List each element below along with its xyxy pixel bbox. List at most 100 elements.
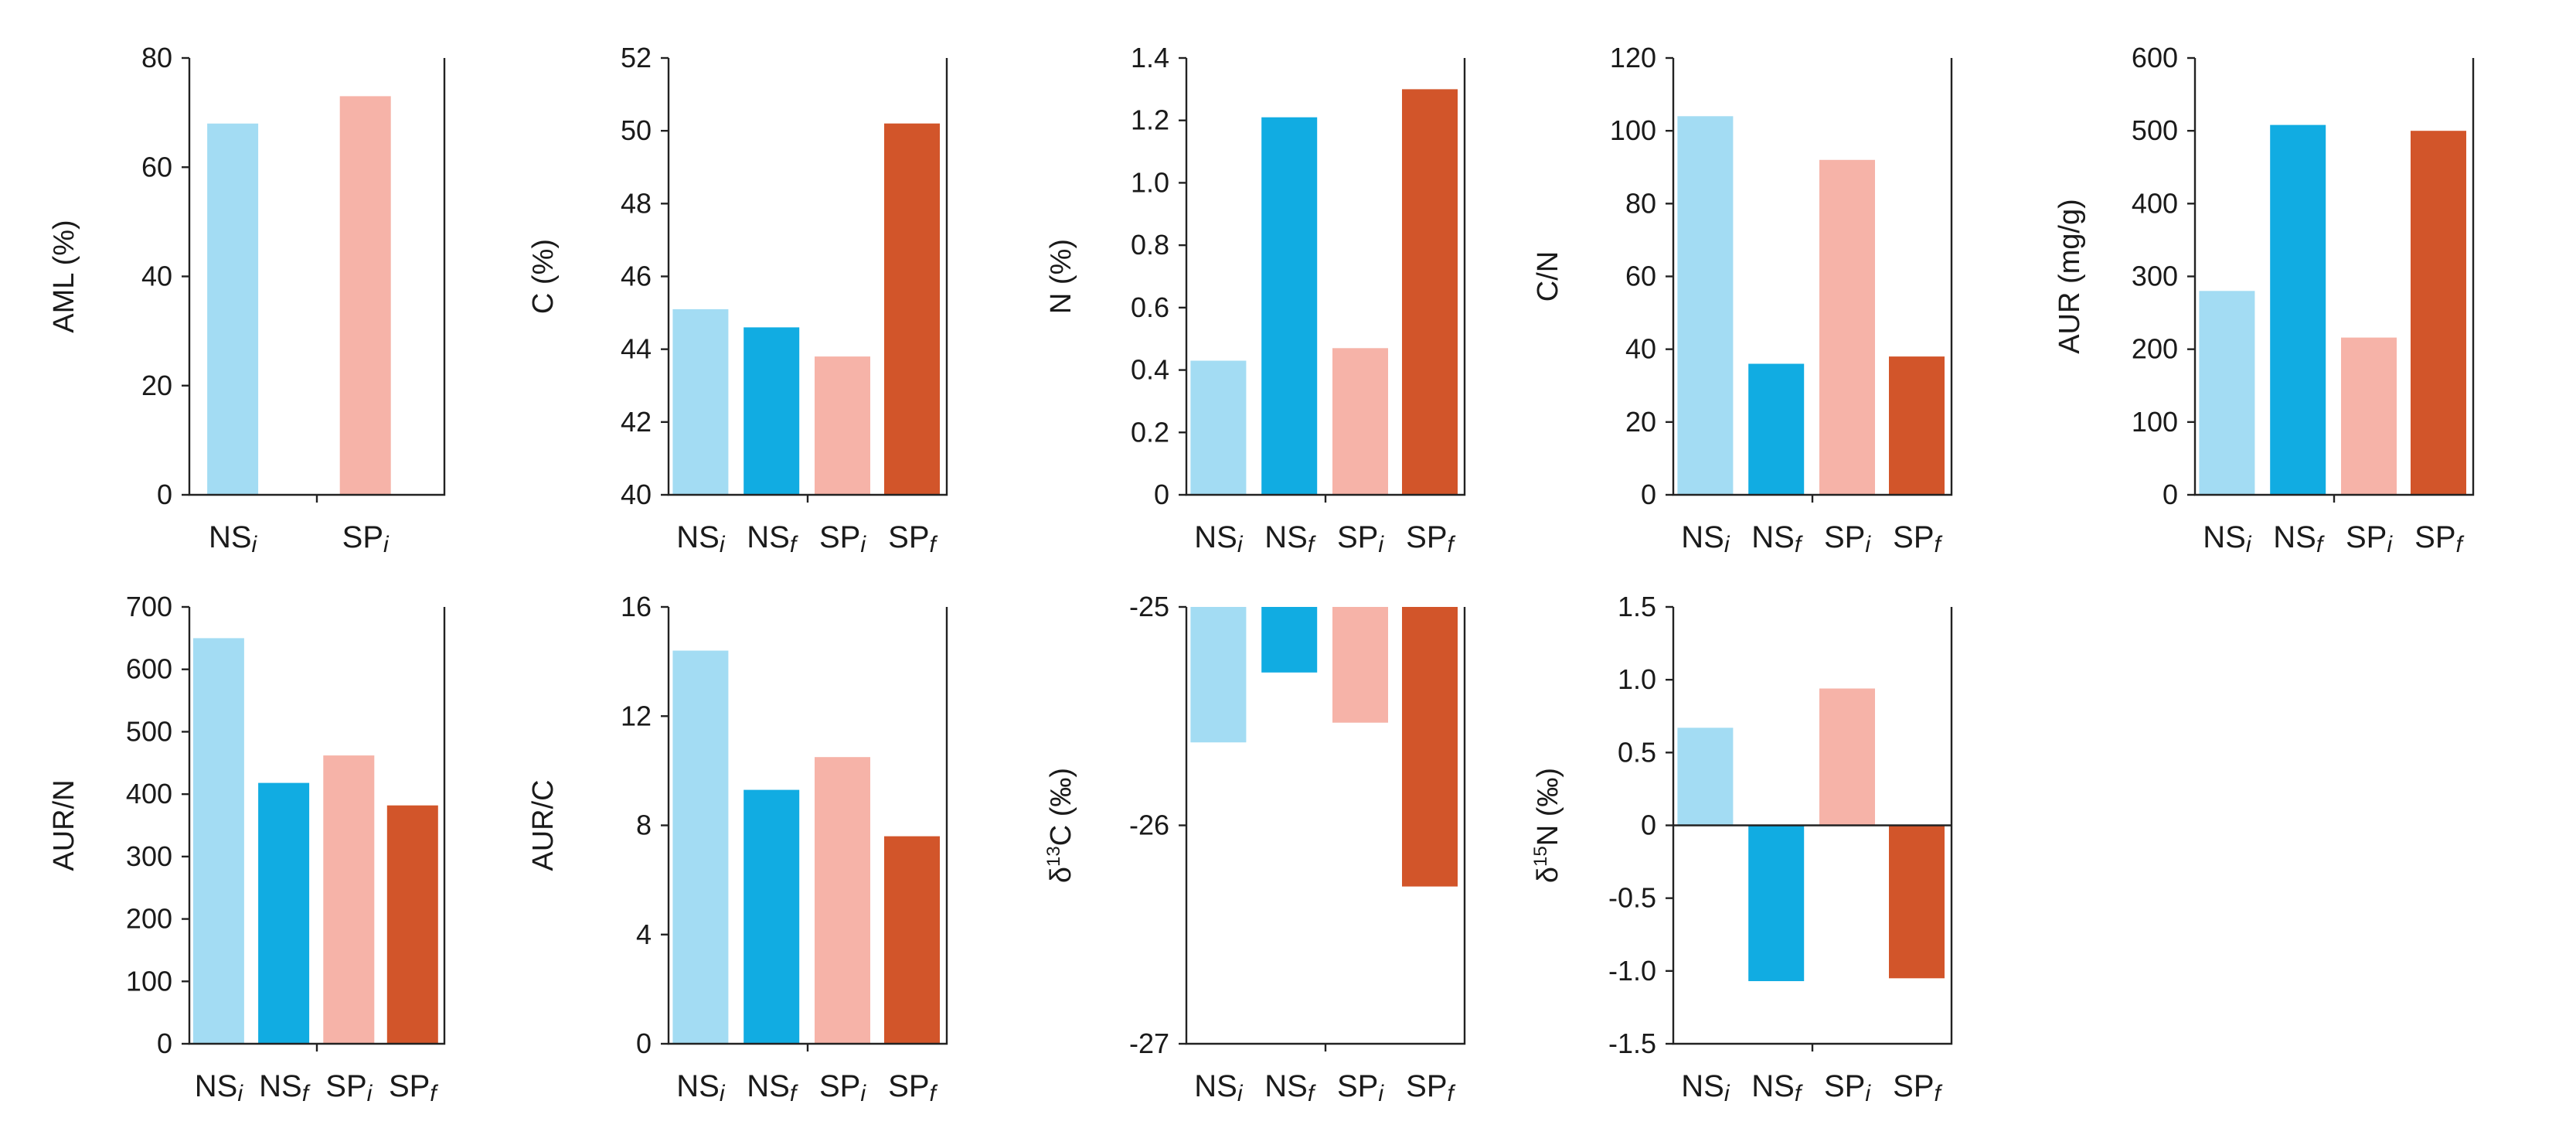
bar-c-NSi: [672, 308, 729, 495]
y-tick-label-cn: 120: [1610, 42, 1656, 73]
bar-n-NSi: [1190, 360, 1247, 495]
chart-panel-aur: NSi NSf SPi SPf 0 100 200 300 400 500 600 AUR (mg/g…: [2054, 42, 2475, 557]
category-label-cn-SPi: SPi: [1824, 520, 1871, 557]
category-label-aurc-NSf: NSf: [747, 1069, 798, 1106]
category-label-aur-NSi: NSi: [2203, 520, 2252, 557]
category-label-cn-SPf: SPf: [1893, 520, 1942, 557]
category-label-aurn-NSi: NSi: [195, 1069, 244, 1106]
bar-d15n-NSi: [1677, 728, 1734, 826]
bar-aur-SPi: [2341, 337, 2397, 495]
bar-aurn-SPi: [323, 755, 375, 1044]
bar-d13c-NSi: [1190, 607, 1247, 743]
y-tick-label-aml: 40: [141, 261, 172, 292]
y-tick-label-n: 0: [1154, 479, 1169, 510]
y-tick-label-c: 46: [621, 261, 652, 292]
y-tick-label-aur: 400: [2132, 187, 2178, 219]
category-label-aml-NSi: NSi: [209, 520, 258, 557]
category-label-aurc-SPf: SPf: [888, 1069, 938, 1106]
bar-n-SPi: [1332, 348, 1388, 495]
category-label-n-NSf: NSf: [1264, 520, 1316, 557]
y-tick-label-aurc: 12: [621, 700, 652, 731]
y-tick-label-aur: 300: [2132, 261, 2178, 292]
bar-n-SPf: [1402, 89, 1458, 495]
y-tick-label-cn: 0: [1641, 479, 1656, 510]
category-label-aurc-SPi: SPi: [819, 1069, 866, 1106]
y-tick-label-aurn: 0: [157, 1028, 172, 1059]
bar-cn-SPf: [1889, 356, 1945, 495]
category-label-aml-SPi: SPi: [342, 520, 390, 557]
bar-cn-SPi: [1819, 159, 1875, 496]
bar-d15n-NSf: [1748, 825, 1805, 981]
category-label-c-NSf: NSf: [747, 520, 798, 557]
y-tick-label-n: 0.6: [1131, 291, 1169, 323]
chart-panel-aurc: NSi NSf SPi SPf 0 4 8 12 16 AUR/C: [527, 591, 948, 1106]
y-tick-label-d15n: -1.0: [1608, 955, 1656, 987]
bar-aurc-SPf: [884, 836, 940, 1044]
y-tick-label-aml: 0: [157, 479, 172, 510]
category-label-n-SPi: SPi: [1337, 520, 1384, 557]
y-tick-label-c: 50: [621, 114, 652, 146]
y-tick-label-cn: 100: [1610, 114, 1656, 146]
chart-panel-d13c: NSi NSf SPi SPf -27 -26 -25 δ13C (‰): [1043, 591, 1466, 1106]
y-tick-label-n: 1.2: [1131, 104, 1169, 136]
category-label-aurn-SPf: SPf: [389, 1069, 438, 1106]
category-label-n-SPf: SPf: [1406, 520, 1455, 557]
y-tick-label-aurc: 8: [636, 809, 652, 841]
y-tick-label-d15n: 1.0: [1618, 663, 1656, 695]
y-tick-label-c: 40: [621, 479, 652, 510]
category-label-c-SPf: SPf: [888, 520, 938, 557]
y-tick-label-c: 42: [621, 406, 652, 438]
y-tick-label-aurn: 200: [126, 903, 172, 935]
y-tick-label-aml: 60: [141, 151, 172, 182]
y-tick-label-aurc: 16: [621, 591, 652, 622]
chart-panel-n: NSi NSf SPi SPf 0 0.2 0.4 0.6 0.8 1.0 1.2 1.4 N (%): [1045, 42, 1466, 557]
category-label-aurn-SPi: SPi: [325, 1069, 373, 1106]
category-label-d15n-SPi: SPi: [1824, 1069, 1871, 1106]
y-axis-title-aurn: AUR/N: [48, 779, 80, 871]
category-label-d13c-NSf: NSf: [1264, 1069, 1316, 1106]
y-tick-label-c: 44: [621, 333, 652, 365]
category-label-d15n-NSi: NSi: [1681, 1069, 1730, 1106]
bar-n-NSf: [1261, 117, 1318, 495]
y-tick-label-aml: 20: [141, 370, 172, 401]
bar-d15n-SPf: [1889, 825, 1945, 979]
y-tick-label-d13c: -27: [1129, 1028, 1169, 1059]
y-tick-label-aurn: 600: [126, 653, 172, 685]
bar-aurn-SPf: [386, 805, 438, 1044]
category-label-d13c-NSi: NSi: [1194, 1069, 1244, 1106]
y-tick-label-d15n: 0: [1641, 809, 1656, 841]
category-label-d13c-SPf: SPf: [1406, 1069, 1455, 1106]
chart-panel-c: NSi NSf SPi SPf 40 42 44 46 48 50 52 C (%): [527, 42, 948, 557]
category-label-aur-SPi: SPi: [2346, 520, 2393, 557]
bar-cn-NSf: [1748, 363, 1805, 495]
bar-aml-NSi: [207, 123, 259, 496]
chart-panel-aurn: NSi NSf SPi SPf 0 100 200 300 400 500 600 700 AUR/N: [48, 591, 446, 1106]
bar-cn-NSi: [1677, 116, 1734, 496]
y-axis-title-d15n: δ15N (‰): [1530, 768, 1564, 883]
y-tick-label-aur: 0: [2163, 479, 2178, 510]
category-label-cn-NSi: NSi: [1681, 520, 1730, 557]
y-tick-label-aurn: 500: [126, 715, 172, 747]
bar-c-NSf: [744, 327, 800, 495]
y-tick-label-aml: 80: [141, 42, 172, 73]
bar-c-SPi: [815, 356, 870, 495]
y-tick-label-d15n: -1.5: [1608, 1028, 1656, 1059]
bar-d13c-SPi: [1332, 607, 1388, 723]
y-tick-label-n: 0.4: [1131, 354, 1169, 386]
y-tick-label-aur: 100: [2132, 406, 2178, 438]
category-label-d15n-SPf: SPf: [1893, 1069, 1942, 1106]
bar-c-SPf: [884, 123, 940, 495]
y-tick-label-d15n: -0.5: [1608, 882, 1656, 914]
y-tick-label-cn: 80: [1625, 187, 1656, 219]
bar-d13c-NSf: [1261, 607, 1318, 673]
y-tick-label-aur: 600: [2132, 42, 2178, 73]
bar-aurc-NSf: [744, 789, 800, 1044]
y-tick-label-cn: 20: [1625, 406, 1656, 438]
bar-aurn-NSi: [192, 638, 244, 1044]
y-tick-label-aur: 200: [2132, 333, 2178, 365]
bar-aml-SPi: [339, 96, 391, 495]
bar-d15n-SPi: [1819, 688, 1875, 826]
y-tick-label-d15n: 1.5: [1618, 591, 1656, 622]
bar-aurc-SPi: [815, 757, 870, 1044]
